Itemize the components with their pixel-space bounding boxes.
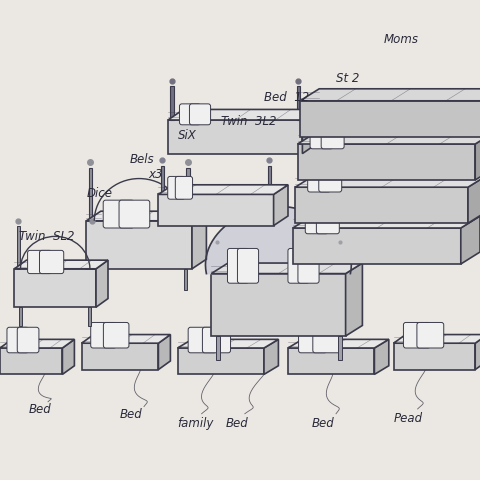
Text: x3: x3	[149, 168, 163, 180]
FancyBboxPatch shape	[28, 251, 52, 274]
FancyBboxPatch shape	[168, 177, 185, 199]
Bar	[161, 166, 164, 194]
Polygon shape	[475, 335, 480, 370]
Polygon shape	[274, 185, 288, 226]
Bar	[184, 269, 187, 290]
Polygon shape	[86, 211, 206, 221]
Polygon shape	[374, 339, 389, 374]
Text: St 2: St 2	[336, 72, 360, 84]
FancyBboxPatch shape	[417, 323, 444, 348]
Bar	[170, 86, 174, 120]
FancyBboxPatch shape	[321, 127, 344, 149]
FancyBboxPatch shape	[203, 327, 230, 353]
Polygon shape	[394, 335, 480, 343]
FancyBboxPatch shape	[103, 200, 134, 228]
Polygon shape	[168, 109, 318, 120]
Polygon shape	[158, 185, 288, 194]
Polygon shape	[211, 274, 346, 336]
Polygon shape	[14, 260, 108, 269]
Polygon shape	[211, 263, 362, 274]
Polygon shape	[158, 335, 170, 370]
Polygon shape	[62, 339, 74, 374]
Bar	[91, 226, 94, 269]
Text: Bed  12: Bed 12	[264, 91, 309, 104]
Text: Bed: Bed	[29, 403, 51, 416]
FancyBboxPatch shape	[403, 323, 430, 348]
Text: family: family	[178, 417, 214, 430]
Polygon shape	[96, 260, 108, 307]
Polygon shape	[192, 211, 206, 269]
Bar	[338, 336, 342, 360]
Text: Twin  SL2: Twin SL2	[19, 230, 75, 243]
FancyBboxPatch shape	[319, 170, 342, 192]
FancyBboxPatch shape	[17, 327, 39, 353]
Polygon shape	[295, 187, 468, 223]
FancyBboxPatch shape	[299, 327, 327, 353]
Bar	[216, 336, 220, 360]
Polygon shape	[178, 339, 278, 348]
FancyBboxPatch shape	[228, 249, 249, 283]
FancyBboxPatch shape	[308, 170, 331, 192]
FancyBboxPatch shape	[310, 127, 333, 149]
Polygon shape	[82, 335, 170, 343]
FancyBboxPatch shape	[39, 251, 64, 274]
Polygon shape	[288, 339, 389, 348]
Text: Bed: Bed	[226, 417, 248, 430]
Text: Twin  3L2: Twin 3L2	[221, 115, 276, 128]
Polygon shape	[205, 206, 351, 274]
FancyBboxPatch shape	[305, 212, 328, 234]
FancyBboxPatch shape	[175, 177, 192, 199]
Polygon shape	[468, 175, 480, 223]
FancyBboxPatch shape	[188, 327, 216, 353]
Polygon shape	[298, 132, 480, 144]
FancyBboxPatch shape	[190, 104, 211, 125]
Polygon shape	[346, 263, 362, 336]
Bar	[17, 226, 20, 269]
Bar	[19, 307, 22, 326]
Polygon shape	[298, 144, 475, 180]
Polygon shape	[302, 109, 318, 154]
FancyBboxPatch shape	[288, 249, 309, 283]
Bar	[297, 86, 300, 120]
Text: Dice: Dice	[86, 187, 112, 200]
Polygon shape	[394, 343, 475, 370]
Polygon shape	[300, 89, 480, 101]
FancyBboxPatch shape	[180, 104, 201, 125]
Polygon shape	[14, 269, 96, 307]
Bar	[88, 307, 91, 326]
Polygon shape	[295, 175, 480, 187]
Polygon shape	[475, 132, 480, 180]
Polygon shape	[168, 120, 302, 154]
Bar	[89, 168, 92, 221]
Polygon shape	[293, 216, 480, 228]
FancyBboxPatch shape	[119, 200, 150, 228]
Polygon shape	[461, 216, 480, 264]
Text: Bed: Bed	[312, 417, 335, 430]
Polygon shape	[82, 343, 158, 370]
FancyBboxPatch shape	[298, 249, 319, 283]
Polygon shape	[0, 339, 74, 348]
Bar	[268, 166, 271, 194]
Polygon shape	[300, 101, 480, 137]
Text: Bed: Bed	[120, 408, 143, 420]
Polygon shape	[158, 194, 274, 226]
Polygon shape	[288, 348, 374, 374]
Polygon shape	[0, 348, 62, 374]
Bar	[186, 168, 190, 221]
FancyBboxPatch shape	[91, 323, 116, 348]
FancyBboxPatch shape	[103, 323, 129, 348]
Text: Moms: Moms	[384, 33, 419, 46]
FancyBboxPatch shape	[316, 212, 339, 234]
FancyBboxPatch shape	[313, 327, 341, 353]
Bar	[91, 269, 95, 290]
Text: Bels: Bels	[130, 153, 154, 166]
Polygon shape	[86, 221, 192, 269]
Polygon shape	[178, 348, 264, 374]
Polygon shape	[264, 339, 278, 374]
FancyBboxPatch shape	[7, 327, 29, 353]
Text: SiX: SiX	[178, 129, 196, 142]
Polygon shape	[293, 228, 461, 264]
FancyBboxPatch shape	[238, 249, 259, 283]
Text: Pead: Pead	[394, 412, 423, 425]
